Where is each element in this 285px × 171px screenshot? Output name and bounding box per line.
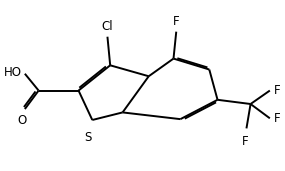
Text: O: O	[17, 114, 26, 127]
Text: F: F	[274, 84, 281, 97]
Text: Cl: Cl	[102, 20, 113, 33]
Text: HO: HO	[4, 66, 22, 79]
Text: S: S	[84, 131, 92, 144]
Text: F: F	[274, 112, 281, 125]
Text: F: F	[242, 135, 249, 148]
Text: F: F	[173, 15, 180, 28]
